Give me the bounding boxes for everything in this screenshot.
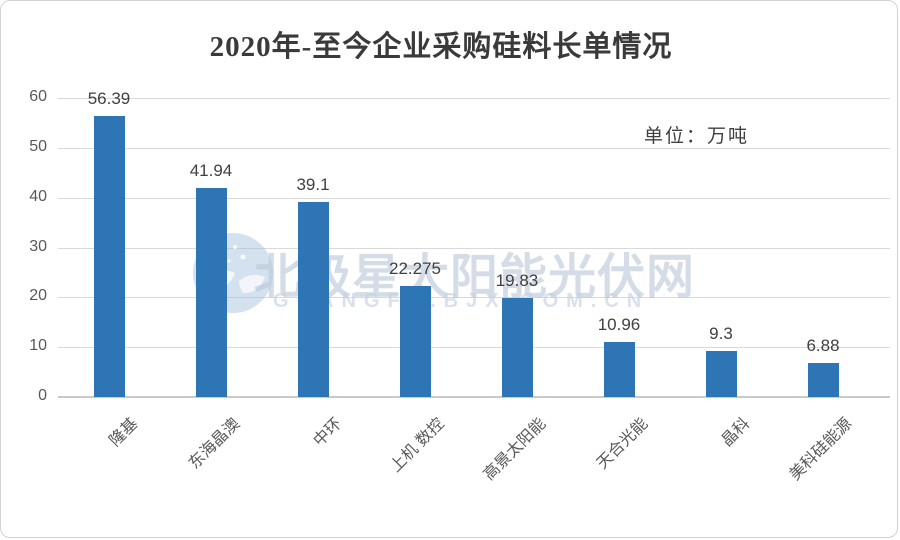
gridline (58, 197, 890, 199)
chart-title: 2020年-至今企业采购硅料长单情况 (209, 31, 673, 63)
x-axis-line (58, 396, 890, 398)
bar-天合光能 (603, 342, 635, 397)
data-label: 19.83 (495, 271, 539, 291)
data-label: 41.94 (189, 160, 233, 180)
bar-隆基 (93, 115, 125, 397)
unit-label: 单位：万吨 (644, 126, 750, 147)
gridline (58, 147, 890, 149)
data-label: 39.1 (296, 175, 330, 195)
gridline (58, 247, 890, 249)
watermark-subtext: GUANGFU.BJX.COM.CN (273, 290, 650, 312)
bar-高景太阳能 (501, 298, 533, 397)
data-label: 10.96 (597, 315, 641, 335)
data-label: 9.3 (709, 323, 733, 343)
data-label: 22.275 (389, 258, 441, 278)
y-tick-label: 60 (29, 88, 47, 105)
y-tick-label: 40 (29, 187, 47, 205)
category-label: 天合光能 (593, 415, 652, 473)
category-label: 晶科 (718, 415, 754, 450)
y-tick-label: 10 (29, 337, 47, 355)
category-label: 上机 数控 (386, 415, 448, 476)
bar-晶科 (705, 350, 737, 397)
data-label: 6.88 (806, 335, 840, 355)
y-tick-label: 50 (29, 137, 47, 155)
data-label: 56.39 (87, 88, 131, 108)
gridline (58, 347, 890, 349)
category-label: 中环 (310, 415, 346, 450)
gridline (58, 297, 890, 299)
bar-上机 数控 (399, 285, 431, 397)
category-label: 高景太阳能 (480, 415, 550, 484)
gridline (58, 98, 890, 99)
y-tick-label: 0 (38, 387, 47, 404)
category-label: 隆基 (106, 415, 142, 450)
bar-中环 (297, 202, 329, 397)
bar-东海晶澳 (195, 187, 227, 397)
bar-美科硅能源 (807, 362, 839, 397)
y-tick-label: 20 (29, 287, 47, 305)
y-tick-label: 30 (29, 237, 47, 255)
category-label: 东海晶澳 (185, 415, 244, 473)
category-label: 美科硅能源 (786, 415, 856, 484)
